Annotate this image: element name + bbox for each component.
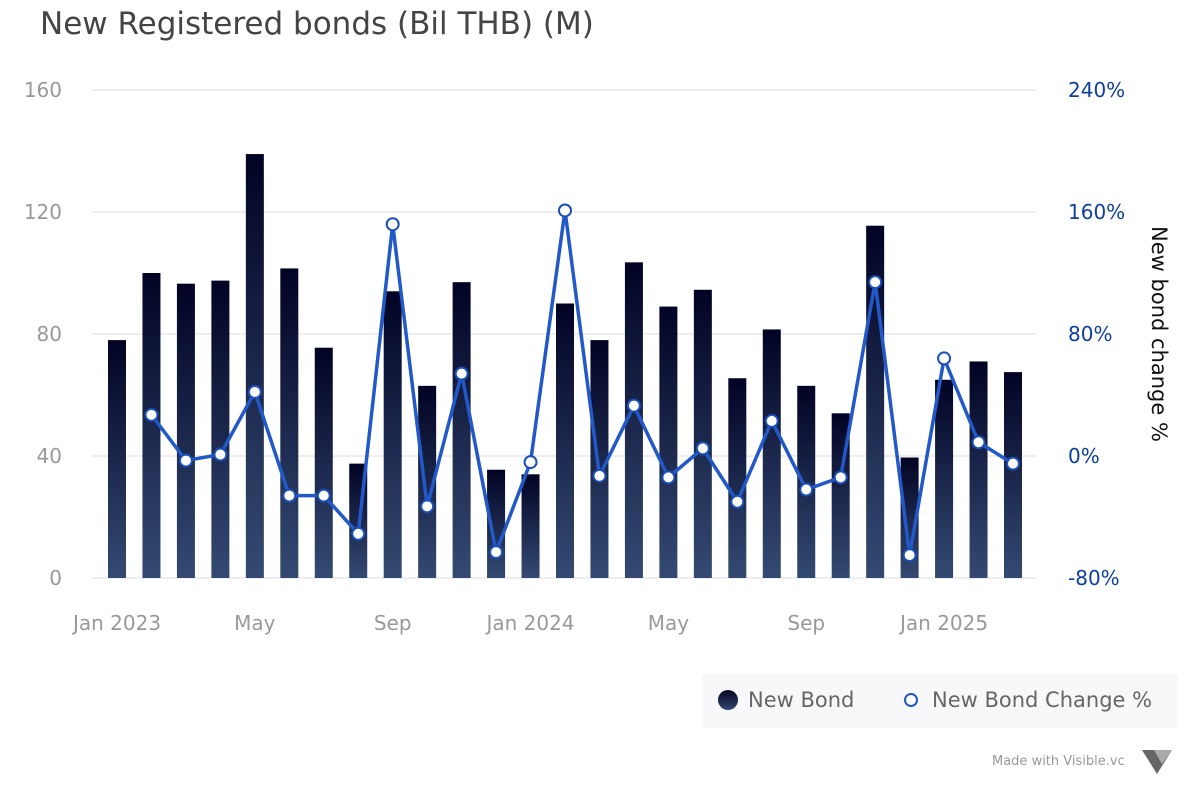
x-tick-label: Jan 2024 bbox=[484, 611, 574, 635]
line-point bbox=[868, 275, 883, 290]
x-tick-label: May bbox=[234, 611, 276, 635]
line-point bbox=[213, 447, 228, 462]
left-tick-label: 80 bbox=[37, 322, 62, 346]
x-tick-label: May bbox=[648, 611, 690, 635]
bar bbox=[211, 280, 230, 578]
legend: New Bond New Bond Change % bbox=[702, 674, 1178, 728]
line-point bbox=[833, 470, 848, 485]
bar bbox=[176, 283, 195, 578]
bar bbox=[521, 474, 540, 578]
legend-item-new-bond[interactable]: New Bond bbox=[718, 688, 854, 712]
right-tick-label: 240% bbox=[1068, 78, 1125, 102]
right-axis-label: New bond change % bbox=[1147, 226, 1171, 442]
bar bbox=[693, 289, 712, 578]
line-point bbox=[592, 468, 607, 483]
line-point bbox=[178, 453, 193, 468]
line-point bbox=[282, 488, 297, 503]
line-point bbox=[764, 413, 779, 428]
bar bbox=[142, 273, 161, 578]
bar bbox=[314, 347, 333, 578]
legend-item-change[interactable]: New Bond Change % bbox=[900, 688, 1152, 712]
bar bbox=[452, 282, 471, 578]
line-point bbox=[661, 470, 676, 485]
x-tick-label: Jan 2023 bbox=[71, 611, 161, 635]
bar bbox=[245, 154, 264, 579]
bar bbox=[659, 306, 678, 578]
line-point bbox=[971, 435, 986, 450]
line-point bbox=[351, 526, 366, 541]
bar bbox=[900, 457, 919, 578]
line-point bbox=[489, 545, 504, 560]
bar bbox=[590, 340, 609, 578]
left-tick-label: 120 bbox=[24, 200, 62, 224]
line-point bbox=[695, 441, 710, 456]
legend-label: New Bond Change % bbox=[932, 688, 1153, 712]
bar bbox=[280, 268, 299, 578]
chart-title: New Registered bonds (Bil THB) (M) bbox=[40, 6, 594, 42]
line-point bbox=[144, 407, 159, 422]
left-tick-label: 160 bbox=[24, 78, 62, 102]
right-tick-label: -80% bbox=[1068, 566, 1120, 590]
bar bbox=[383, 291, 402, 578]
legend-label: New Bond bbox=[748, 688, 855, 712]
line-point bbox=[316, 488, 331, 503]
bar bbox=[969, 361, 988, 578]
line-point bbox=[385, 217, 400, 232]
line-point bbox=[902, 548, 917, 563]
line-point bbox=[420, 499, 435, 514]
bar-swatch-icon bbox=[718, 690, 738, 710]
line-point bbox=[730, 494, 745, 509]
bar bbox=[556, 303, 574, 578]
bar bbox=[624, 262, 643, 578]
bar bbox=[728, 378, 747, 578]
line-point bbox=[558, 203, 572, 218]
left-tick-label: 0 bbox=[49, 566, 62, 590]
right-tick-label: 160% bbox=[1068, 200, 1125, 224]
bar bbox=[935, 379, 954, 578]
x-tick-label: Sep bbox=[374, 611, 412, 635]
right-tick-label: 0% bbox=[1068, 444, 1100, 468]
credit-text[interactable]: Made with Visible.vc bbox=[992, 754, 1125, 769]
line-point bbox=[799, 482, 814, 497]
line-marker-icon bbox=[904, 693, 918, 707]
right-tick-label: 80% bbox=[1068, 322, 1112, 346]
line-point bbox=[523, 455, 538, 470]
line-point bbox=[454, 366, 469, 381]
x-tick-label: Sep bbox=[787, 611, 825, 635]
line-point bbox=[626, 398, 641, 413]
x-tick-label: Jan 2025 bbox=[898, 611, 988, 635]
line-point bbox=[937, 351, 952, 366]
bar bbox=[762, 329, 781, 578]
left-tick-label: 40 bbox=[37, 444, 62, 468]
bar bbox=[797, 385, 816, 578]
visible-logo-icon bbox=[1142, 750, 1172, 774]
bar bbox=[418, 385, 437, 578]
bar bbox=[1004, 372, 1022, 578]
line-point bbox=[1006, 456, 1020, 471]
line-point bbox=[247, 384, 262, 399]
bar bbox=[108, 340, 126, 578]
